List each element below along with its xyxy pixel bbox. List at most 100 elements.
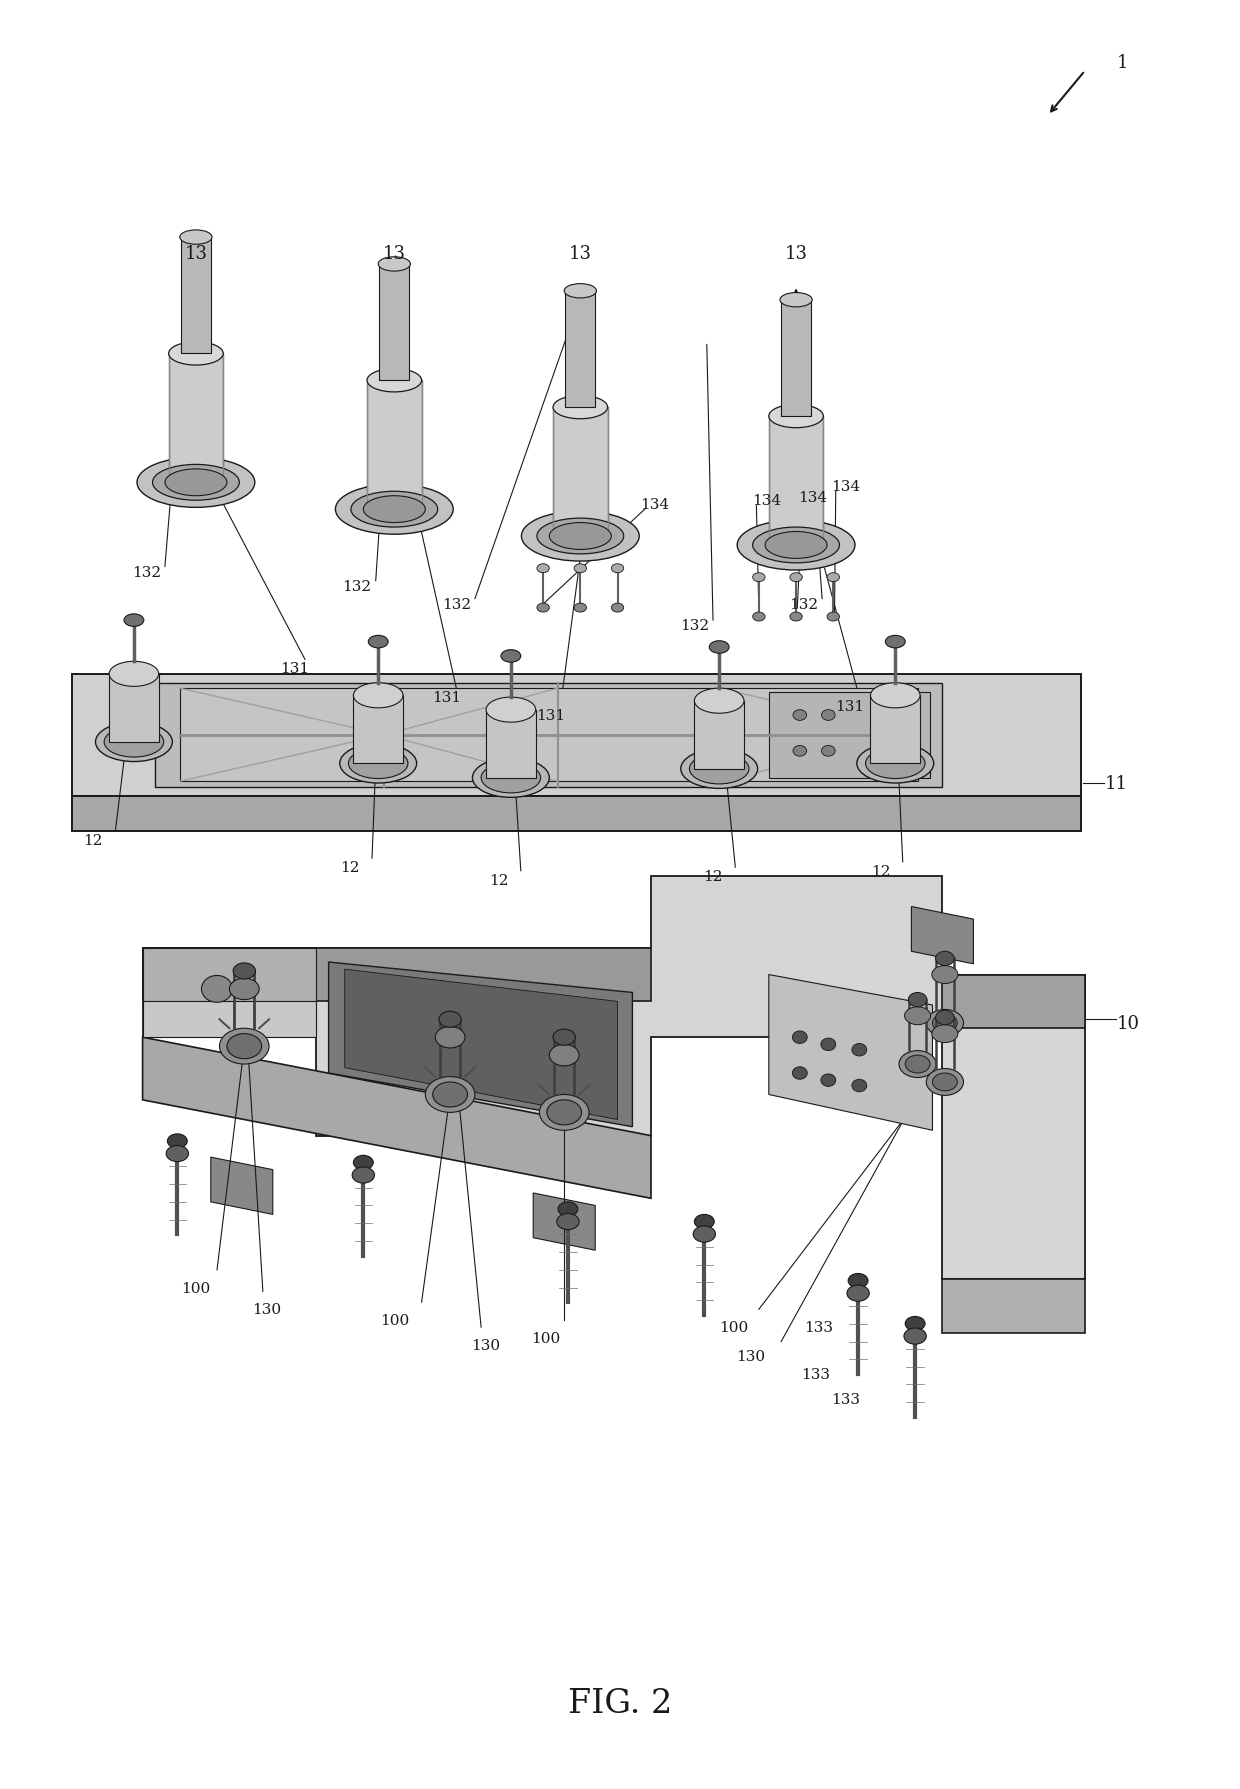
Polygon shape <box>533 1193 595 1251</box>
Ellipse shape <box>472 759 549 798</box>
Ellipse shape <box>848 1274 868 1288</box>
Ellipse shape <box>549 524 611 551</box>
Ellipse shape <box>353 683 403 708</box>
Text: 134: 134 <box>797 490 827 504</box>
Ellipse shape <box>104 726 164 757</box>
Ellipse shape <box>153 465 239 501</box>
Ellipse shape <box>827 614 839 623</box>
Ellipse shape <box>857 744 934 784</box>
Ellipse shape <box>827 574 839 583</box>
Ellipse shape <box>553 397 608 420</box>
Text: 134: 134 <box>640 497 670 512</box>
Text: 11: 11 <box>1105 775 1127 793</box>
Ellipse shape <box>439 1013 461 1027</box>
Text: 132: 132 <box>131 565 161 580</box>
Ellipse shape <box>852 1045 867 1056</box>
Ellipse shape <box>709 640 729 655</box>
Ellipse shape <box>425 1077 475 1113</box>
Polygon shape <box>143 948 651 1002</box>
Ellipse shape <box>363 497 425 524</box>
Ellipse shape <box>866 748 925 778</box>
Ellipse shape <box>769 406 823 429</box>
Ellipse shape <box>780 293 812 308</box>
Ellipse shape <box>166 1147 188 1163</box>
Polygon shape <box>486 710 536 778</box>
Ellipse shape <box>547 1100 582 1125</box>
Ellipse shape <box>847 1285 869 1302</box>
Polygon shape <box>769 692 930 778</box>
Polygon shape <box>143 1038 651 1199</box>
Polygon shape <box>553 408 608 537</box>
Polygon shape <box>942 1279 1085 1333</box>
Ellipse shape <box>229 979 259 1000</box>
Ellipse shape <box>821 710 836 721</box>
Ellipse shape <box>351 492 438 528</box>
Ellipse shape <box>219 1029 269 1064</box>
Ellipse shape <box>681 750 758 789</box>
Ellipse shape <box>936 952 955 966</box>
Text: 100: 100 <box>379 1313 409 1327</box>
Polygon shape <box>942 975 1085 1029</box>
Text: 130: 130 <box>471 1338 501 1352</box>
Text: 10: 10 <box>1117 1014 1140 1032</box>
Ellipse shape <box>486 698 536 723</box>
Text: 134: 134 <box>831 479 861 494</box>
Polygon shape <box>329 962 632 1127</box>
Text: 133: 133 <box>831 1392 861 1406</box>
Ellipse shape <box>124 614 144 626</box>
Ellipse shape <box>335 485 454 535</box>
Text: 13: 13 <box>569 245 591 263</box>
Ellipse shape <box>753 614 765 623</box>
Polygon shape <box>180 689 918 782</box>
Polygon shape <box>379 265 409 381</box>
Ellipse shape <box>689 755 749 784</box>
Ellipse shape <box>367 370 422 394</box>
Polygon shape <box>155 683 942 787</box>
Ellipse shape <box>435 1027 465 1048</box>
Ellipse shape <box>340 744 417 784</box>
Ellipse shape <box>926 1009 963 1038</box>
Ellipse shape <box>905 1317 925 1331</box>
Ellipse shape <box>557 1215 579 1231</box>
Text: 100: 100 <box>181 1281 211 1295</box>
Text: FIG. 2: FIG. 2 <box>568 1687 672 1719</box>
Polygon shape <box>143 948 316 1002</box>
Ellipse shape <box>932 966 959 984</box>
Ellipse shape <box>558 1202 578 1217</box>
Ellipse shape <box>932 1073 957 1091</box>
Polygon shape <box>109 674 159 742</box>
Text: 131: 131 <box>536 708 565 723</box>
Ellipse shape <box>167 1134 187 1149</box>
Text: 13: 13 <box>785 245 807 263</box>
Ellipse shape <box>694 1215 714 1229</box>
Ellipse shape <box>95 723 172 762</box>
Text: 131: 131 <box>432 691 461 705</box>
Ellipse shape <box>574 605 587 612</box>
Text: 132: 132 <box>342 580 372 594</box>
Ellipse shape <box>936 1011 955 1025</box>
Polygon shape <box>169 354 223 483</box>
Text: 131: 131 <box>835 699 864 714</box>
Polygon shape <box>769 975 932 1131</box>
Ellipse shape <box>821 1038 836 1052</box>
Ellipse shape <box>908 993 926 1007</box>
Ellipse shape <box>348 748 408 778</box>
Polygon shape <box>911 907 973 964</box>
Ellipse shape <box>905 1056 930 1073</box>
Ellipse shape <box>905 1007 930 1025</box>
Ellipse shape <box>501 649 521 662</box>
Text: 132: 132 <box>789 598 818 612</box>
Ellipse shape <box>553 1030 575 1045</box>
Ellipse shape <box>481 762 541 793</box>
Polygon shape <box>781 301 811 417</box>
Text: 12: 12 <box>870 864 890 878</box>
Ellipse shape <box>794 710 807 721</box>
Ellipse shape <box>611 605 624 612</box>
Ellipse shape <box>790 614 802 623</box>
Text: 132: 132 <box>441 598 471 612</box>
Ellipse shape <box>537 605 549 612</box>
Ellipse shape <box>790 574 802 583</box>
Ellipse shape <box>932 1014 957 1032</box>
Polygon shape <box>870 696 920 764</box>
Ellipse shape <box>693 1227 715 1242</box>
